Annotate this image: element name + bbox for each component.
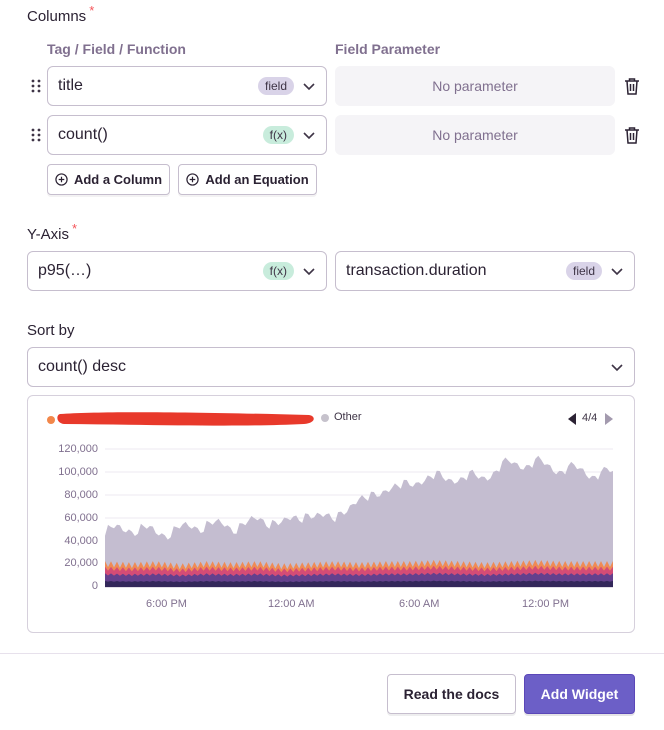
add-circle-icon (55, 173, 68, 186)
delete-column-button[interactable] (624, 126, 640, 149)
column-field-value: title (58, 77, 83, 94)
y-tick-label: 100,000 (58, 466, 98, 478)
drag-handle-icon[interactable] (30, 78, 44, 94)
chevron-down-icon (303, 83, 315, 91)
chart-legend-redacted (47, 412, 314, 426)
legend-marker-orange (47, 416, 55, 424)
add-column-label: Add a Column (73, 172, 163, 187)
chevron-down-icon (303, 268, 315, 276)
y-axis-function-value: p95(…) (38, 262, 92, 279)
trash-icon (625, 127, 639, 144)
drag-handle-icon[interactable] (30, 127, 44, 143)
y-axis-label: Y-Axis * (27, 222, 77, 243)
required-mark: * (71, 221, 78, 236)
legend-page-indicator: 4/4 (582, 412, 598, 424)
legend-next-icon[interactable] (604, 412, 614, 426)
y-axis-ticks: 120,000 100,000 80,000 60,000 40,000 20,… (34, 443, 98, 593)
trash-icon (625, 78, 639, 95)
y-axis-parameter-value: transaction.duration (346, 262, 487, 279)
sort-by-select[interactable]: count() desc (27, 347, 635, 387)
sort-by-label: Sort by (27, 322, 75, 339)
column-header-parameter: Field Parameter (335, 41, 441, 57)
column-function-select[interactable]: count() f(x) (47, 115, 327, 155)
redaction-scribble (57, 412, 314, 426)
y-axis-label-text: Y-Axis (27, 226, 69, 243)
footer-divider (0, 653, 664, 654)
x-tick-label: 12:00 AM (268, 598, 315, 610)
x-tick-label: 6:00 AM (399, 598, 440, 610)
add-widget-button[interactable]: Add Widget (524, 674, 635, 714)
chevron-down-icon (303, 132, 315, 140)
y-axis-parameter-select[interactable]: transaction.duration field (335, 251, 635, 291)
delete-column-button[interactable] (624, 77, 640, 100)
add-equation-button[interactable]: Add an Equation (178, 164, 317, 195)
column-header-field: Tag / Field / Function (47, 41, 186, 57)
column-parameter-placeholder: No parameter (335, 66, 615, 106)
area-series-other (105, 455, 613, 587)
sort-by-value: count() desc (38, 358, 127, 375)
function-kind-badge: f(x) (262, 126, 294, 144)
add-equation-label: Add an Equation (205, 172, 309, 187)
add-circle-icon (186, 173, 200, 186)
function-kind-badge: f(x) (262, 262, 294, 280)
chart-plot-area (105, 448, 613, 588)
column-field-select[interactable]: title field (47, 66, 327, 106)
columns-label-text: Columns (27, 8, 87, 25)
y-tick-label: 40,000 (64, 535, 98, 547)
field-kind-badge: field (565, 262, 602, 280)
y-tick-label: 20,000 (64, 557, 98, 569)
y-tick-label: 120,000 (58, 443, 98, 455)
y-tick-label: 80,000 (64, 489, 98, 501)
legend-other-label: Other (334, 411, 362, 423)
legend-marker-other (321, 414, 329, 422)
x-tick-label: 6:00 PM (146, 598, 187, 610)
y-tick-label: 0 (91, 580, 98, 592)
area-series-band (105, 580, 613, 587)
columns-label: Columns * (27, 4, 94, 25)
column-function-value: count() (58, 126, 108, 143)
required-mark: * (89, 3, 95, 18)
read-docs-button[interactable]: Read the docs (387, 674, 516, 714)
legend-prev-icon[interactable] (567, 412, 577, 426)
chevron-down-icon (611, 268, 623, 276)
field-kind-badge: field (257, 77, 294, 95)
column-parameter-placeholder: No parameter (335, 115, 615, 155)
add-column-button[interactable]: Add a Column (47, 164, 170, 195)
x-tick-label: 12:00 PM (522, 598, 570, 610)
y-tick-label: 60,000 (64, 512, 98, 524)
chevron-down-icon (611, 364, 623, 372)
y-axis-function-select[interactable]: p95(…) f(x) (27, 251, 327, 291)
